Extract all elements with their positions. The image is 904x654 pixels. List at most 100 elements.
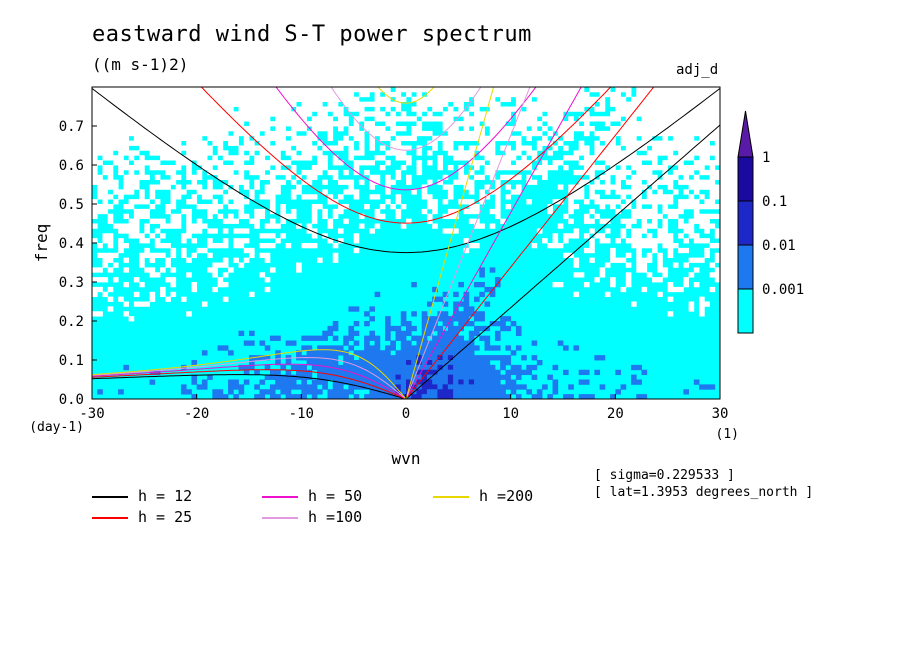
heatmap-cell	[521, 355, 527, 361]
heatmap-cell	[714, 277, 720, 283]
heatmap-cell	[641, 218, 648, 224]
heatmap-cell	[552, 87, 559, 93]
heatmap-cell	[160, 126, 166, 132]
heatmap-cell	[290, 189, 297, 195]
heatmap-cell	[102, 169, 109, 176]
heatmap-cell	[123, 243, 130, 249]
heatmap-cell	[207, 213, 213, 220]
heatmap-cell	[275, 394, 281, 399]
heatmap-cell	[437, 160, 444, 166]
heatmap-cell	[515, 116, 522, 122]
heatmap-cell	[641, 174, 648, 181]
heatmap-cell	[233, 189, 239, 195]
heatmap-cell	[563, 145, 569, 151]
heatmap-cell	[421, 208, 428, 215]
heatmap-cell	[264, 389, 271, 395]
heatmap-cell	[269, 101, 276, 107]
heatmap-cell	[442, 184, 449, 190]
heatmap-cell	[583, 169, 590, 176]
heatmap-cell	[479, 160, 485, 166]
heatmap-cell	[400, 311, 407, 317]
heatmap-cell	[500, 165, 506, 171]
heatmap-cell	[233, 130, 239, 137]
heatmap-cell	[102, 126, 109, 132]
heatmap-cell	[364, 101, 370, 107]
heatmap-cell	[463, 116, 470, 122]
heatmap-cell	[620, 140, 627, 146]
heatmap-cell	[107, 233, 114, 239]
heatmap-cell	[112, 111, 119, 117]
heatmap-cell	[369, 179, 375, 185]
heatmap-cell	[249, 189, 255, 195]
heatmap-cell	[474, 96, 480, 103]
heatmap-cell	[322, 165, 328, 171]
heatmap-cell	[458, 87, 464, 93]
heatmap-cell	[306, 169, 313, 176]
heatmap-cell	[379, 379, 386, 385]
heatmap-cell	[636, 169, 642, 176]
heatmap-cell	[102, 130, 109, 137]
heatmap-cell	[406, 379, 412, 385]
colorbar-segment	[737, 244, 754, 290]
heatmap-cell	[364, 111, 370, 117]
heatmap-cell	[154, 184, 161, 190]
heatmap-cell	[610, 184, 616, 190]
heatmap-cell	[233, 96, 239, 103]
heatmap-cell	[201, 140, 208, 146]
heatmap-cell	[290, 116, 297, 122]
heatmap-cell	[149, 150, 156, 156]
heatmap-cell	[704, 116, 710, 122]
heatmap-cell	[201, 223, 208, 229]
heatmap-cell	[494, 116, 501, 122]
heatmap-cell	[714, 160, 720, 166]
heatmap-cell	[489, 379, 496, 385]
heatmap-cell	[374, 345, 381, 351]
heatmap-cell	[170, 204, 177, 210]
heatmap-cell	[222, 296, 229, 302]
heatmap-cell	[353, 374, 360, 380]
heatmap-cell	[301, 179, 307, 185]
heatmap-cell	[699, 238, 705, 244]
heatmap-cell	[447, 189, 454, 195]
heatmap-cell	[489, 145, 496, 151]
heatmap-cell	[175, 165, 182, 171]
heatmap-cell	[699, 213, 705, 220]
heatmap-cell	[515, 126, 522, 132]
heatmap-cell	[201, 116, 208, 122]
heatmap-cell	[693, 91, 700, 98]
heatmap-cell	[112, 106, 119, 112]
heatmap-cell	[254, 96, 260, 103]
heatmap-cell	[636, 174, 642, 181]
heatmap-cell	[672, 126, 679, 132]
heatmap-cell	[332, 335, 339, 341]
heatmap-cell	[201, 96, 208, 103]
heatmap-cell	[568, 184, 574, 190]
heatmap-cell	[641, 199, 648, 205]
heatmap-cell	[489, 135, 496, 142]
heatmap-cell	[610, 145, 616, 151]
heatmap-cell	[238, 101, 245, 107]
heatmap-cell	[327, 199, 334, 205]
heatmap-cell	[651, 111, 658, 117]
heatmap-cell	[442, 389, 449, 395]
heatmap-cell	[416, 169, 423, 176]
heatmap-cell	[589, 160, 595, 166]
heatmap-cell	[222, 150, 229, 156]
heatmap-cell	[667, 247, 674, 254]
heatmap-cell	[479, 379, 485, 385]
heatmap-cell	[133, 228, 140, 234]
heatmap-cell	[604, 155, 611, 161]
heatmap-cell	[290, 111, 297, 117]
heatmap-cell	[123, 160, 130, 166]
heatmap-cell	[416, 121, 423, 127]
heatmap-cell	[311, 126, 318, 132]
heatmap-cell	[699, 165, 705, 171]
heatmap-cell	[222, 121, 229, 127]
heatmap-cell	[369, 369, 375, 376]
heatmap-cell	[332, 213, 339, 220]
heatmap-cell	[500, 360, 506, 366]
heatmap-cell	[636, 130, 642, 137]
heatmap-cell	[474, 135, 480, 142]
heatmap-cell	[322, 179, 328, 185]
heatmap-cell	[583, 155, 590, 161]
